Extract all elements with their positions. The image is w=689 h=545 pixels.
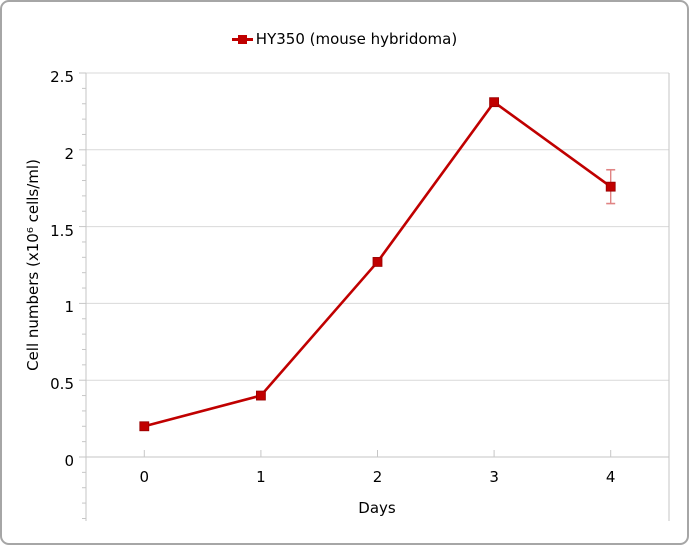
data-point (372, 257, 383, 267)
y-tick-label: 2.5 (50, 68, 74, 86)
y-tick-label: 0.5 (50, 375, 74, 394)
data-point (255, 390, 266, 401)
data-point (489, 97, 500, 108)
y-axis-title: Cell numbers (x10⁶ cells/ml) (24, 159, 42, 371)
x-axis-title: Days (358, 499, 396, 517)
legend-line-marker-icon (231, 34, 253, 44)
legend-square-marker-icon (237, 34, 247, 44)
legend-label: HY350 (mouse hybridoma) (255, 30, 458, 48)
x-tick-label: 4 (605, 468, 616, 486)
legend: HY350 (mouse hybridoma) (2, 30, 687, 48)
y-tick-label: 1 (64, 298, 74, 317)
x-tick-label: 1 (256, 468, 266, 486)
y-tick-label: 0 (64, 452, 74, 470)
data-point (139, 421, 150, 432)
data-point (605, 181, 616, 192)
x-tick-label: 0 (139, 468, 150, 486)
y-tick-label: 1.5 (50, 221, 74, 240)
x-tick-label: 3 (489, 468, 499, 486)
y-tick-label: 2 (64, 144, 74, 163)
x-tick-label: 2 (372, 468, 383, 486)
